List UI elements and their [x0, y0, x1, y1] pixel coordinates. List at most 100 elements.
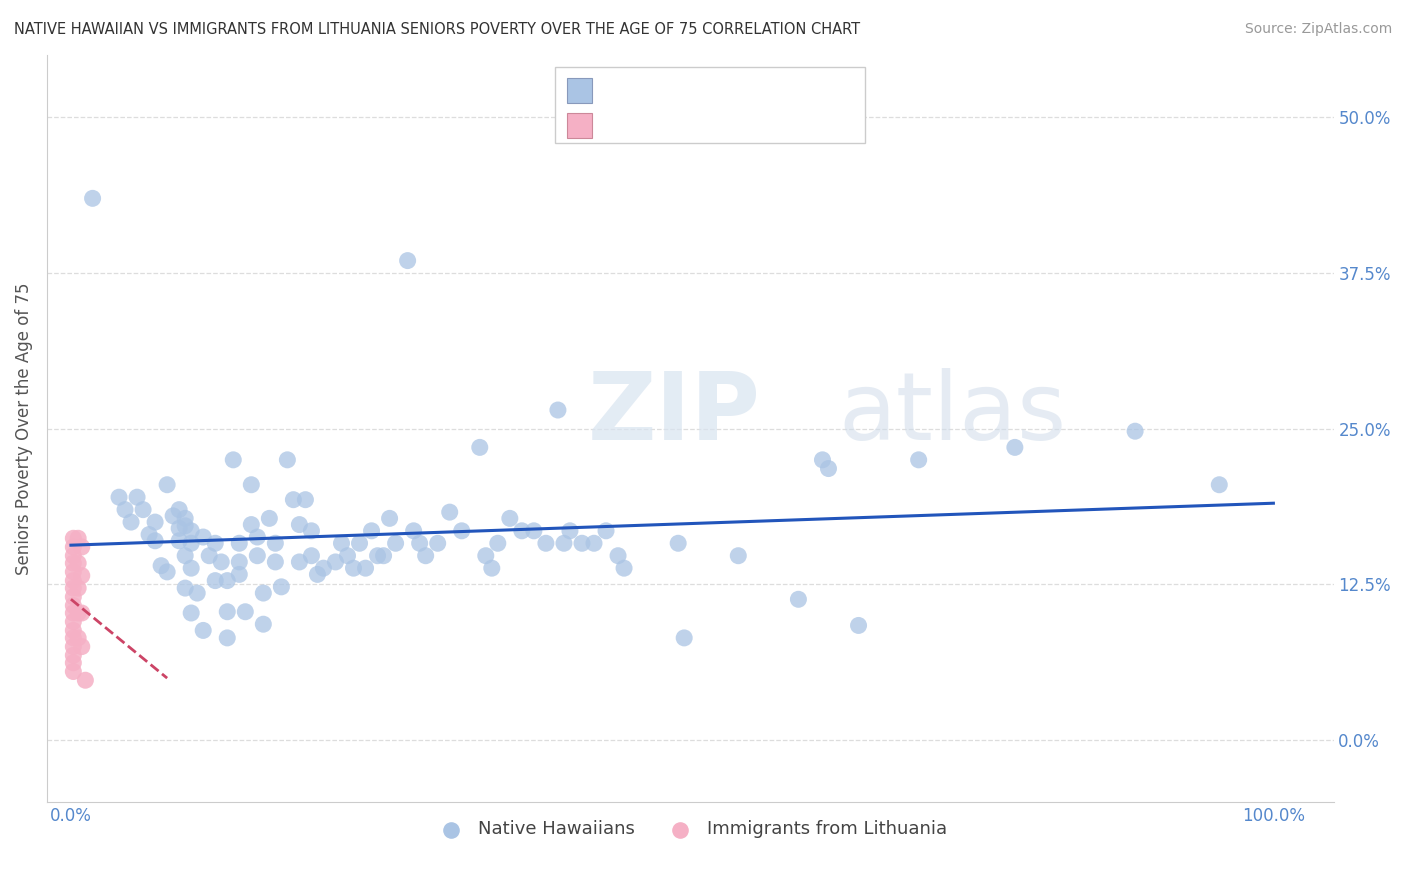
Point: [67, 531, 90, 545]
Point: [204, 574, 226, 588]
Point: [558, 524, 581, 538]
Point: [186, 586, 208, 600]
Text: NATIVE HAWAIIAN VS IMMIGRANTS FROM LITHUANIA SENIORS POVERTY OVER THE AGE OF 75 : NATIVE HAWAIIAN VS IMMIGRANTS FROM LITHU…: [14, 22, 860, 37]
Point: [787, 592, 810, 607]
Point: [510, 524, 533, 538]
Point: [264, 555, 287, 569]
Point: [373, 549, 395, 563]
Point: [62, 648, 84, 663]
Point: [252, 617, 274, 632]
Point: [264, 536, 287, 550]
Point: [174, 581, 197, 595]
Point: [132, 502, 155, 516]
Point: [62, 665, 84, 679]
Point: [288, 555, 311, 569]
Point: [67, 631, 90, 645]
Point: [1004, 441, 1026, 455]
Point: [167, 521, 190, 535]
Point: [217, 605, 239, 619]
Point: [67, 556, 90, 570]
Point: [294, 492, 316, 507]
Point: [276, 453, 298, 467]
Point: [70, 540, 93, 554]
Point: [283, 492, 305, 507]
Point: [143, 533, 166, 548]
Point: [426, 536, 449, 550]
Point: [180, 606, 202, 620]
Point: [125, 490, 148, 504]
Point: [907, 453, 929, 467]
Point: [167, 502, 190, 516]
Point: [62, 581, 84, 595]
Point: [595, 524, 617, 538]
Text: ZIP: ZIP: [588, 368, 761, 459]
Point: [547, 403, 569, 417]
Point: [307, 567, 329, 582]
Point: [114, 502, 136, 516]
Point: [62, 624, 84, 638]
Point: [70, 568, 93, 582]
Point: [553, 536, 575, 550]
Point: [138, 527, 160, 541]
Point: [1208, 477, 1230, 491]
Point: [240, 517, 263, 532]
Y-axis label: Seniors Poverty Over the Age of 75: Seniors Poverty Over the Age of 75: [15, 283, 32, 575]
Point: [62, 656, 84, 670]
Point: [228, 567, 250, 582]
Point: [396, 253, 419, 268]
Point: [156, 477, 179, 491]
Point: [70, 606, 93, 620]
Point: [613, 561, 636, 575]
Point: [312, 561, 335, 575]
Point: [150, 558, 173, 573]
Point: [156, 565, 179, 579]
Point: [571, 536, 593, 550]
Point: [82, 191, 104, 205]
Point: [246, 549, 269, 563]
Point: [174, 518, 197, 533]
Point: [62, 556, 84, 570]
Point: [299, 549, 322, 563]
Point: [198, 549, 221, 563]
Point: [288, 517, 311, 532]
Point: [325, 555, 347, 569]
Point: [174, 511, 197, 525]
Point: [193, 530, 215, 544]
Point: [62, 631, 84, 645]
Point: [180, 561, 202, 575]
Point: [62, 606, 84, 620]
Point: [415, 549, 437, 563]
Point: [120, 515, 142, 529]
Point: [408, 536, 430, 550]
Point: [193, 624, 215, 638]
Point: [167, 533, 190, 548]
Point: [481, 561, 503, 575]
Point: [62, 565, 84, 579]
Point: [233, 605, 256, 619]
Point: [450, 524, 472, 538]
Point: [439, 505, 461, 519]
Point: [67, 581, 90, 595]
Point: [62, 531, 84, 545]
Point: [228, 555, 250, 569]
Point: [486, 536, 509, 550]
Point: [666, 536, 689, 550]
Point: [62, 549, 84, 563]
Point: [354, 561, 377, 575]
Point: [246, 530, 269, 544]
Point: [209, 555, 232, 569]
Point: [468, 441, 491, 455]
Point: [727, 549, 749, 563]
Point: [848, 618, 870, 632]
Point: [607, 549, 630, 563]
Text: R =  0.054   N = 102: R = 0.054 N = 102: [600, 78, 787, 95]
Point: [252, 586, 274, 600]
Point: [582, 536, 605, 550]
Point: [62, 590, 84, 604]
Point: [811, 453, 834, 467]
Text: atlas: atlas: [838, 368, 1066, 459]
Point: [349, 536, 371, 550]
Point: [384, 536, 406, 550]
Point: [360, 524, 382, 538]
Point: [62, 574, 84, 588]
